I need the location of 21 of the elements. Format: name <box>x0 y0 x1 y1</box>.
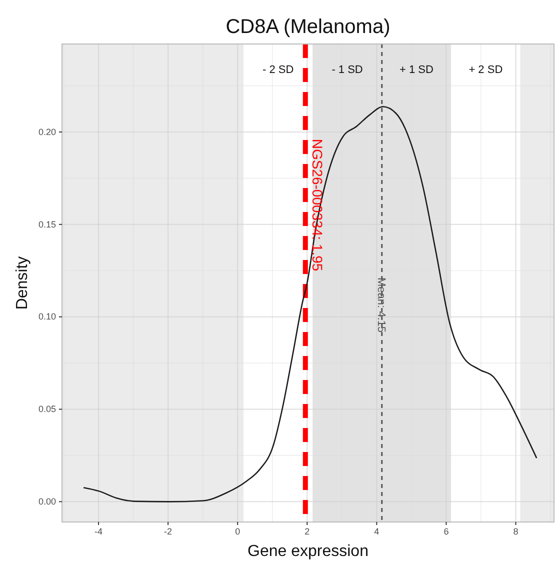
x-axis-title: Gene expression <box>248 543 368 560</box>
x-tick-label: 4 <box>374 526 380 536</box>
band-label: + 1 SD <box>400 64 434 76</box>
y-tick-label: 0.05 <box>38 404 56 414</box>
band-label: - 2 SD <box>262 64 294 76</box>
ref-line-label: NGS26-000334: 1.95 <box>309 138 326 272</box>
x-tick-label: -2 <box>164 526 172 536</box>
x-tick-label: 2 <box>304 526 310 536</box>
y-axis-title: Density <box>14 256 31 310</box>
band-label: - 1 SD <box>332 64 363 76</box>
x-tick-label: 8 <box>513 526 518 536</box>
y-tick-label: 0.15 <box>38 219 56 230</box>
y-tick-label: 0.00 <box>38 496 56 507</box>
x-tick-label: 0 <box>235 526 240 536</box>
line-series <box>82 106 538 502</box>
chart-title: CD8A (Melanoma) <box>226 16 390 38</box>
y-tick-label: 0.10 <box>38 312 56 322</box>
band-label: + 2 SD <box>468 64 503 76</box>
y-tick-label: 0.20 <box>38 126 56 137</box>
x-tick-label: 6 <box>444 526 449 536</box>
x-tick-label: -4 <box>94 526 103 536</box>
